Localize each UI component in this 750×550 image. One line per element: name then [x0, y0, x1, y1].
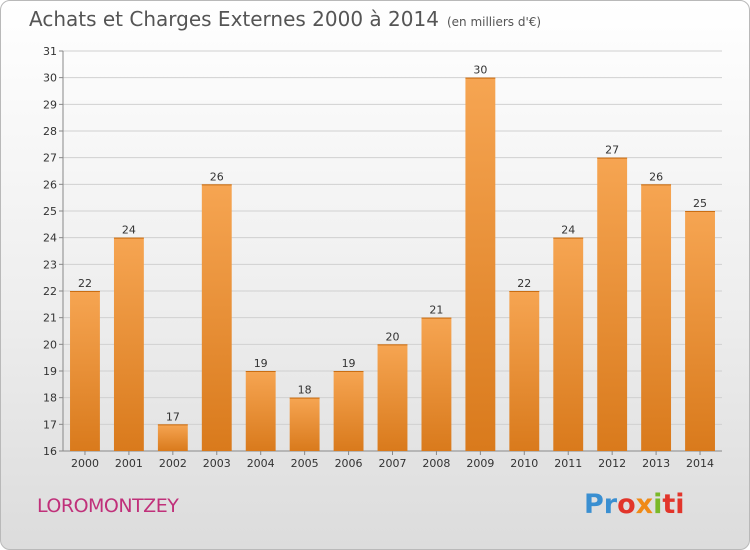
- chart-unit: (en milliers d'€): [446, 15, 542, 29]
- x-tick-label-2000: 2000: [71, 457, 99, 470]
- value-label-2005: 18: [298, 384, 312, 397]
- value-label-2006: 19: [342, 357, 356, 370]
- y-tick-label-26: 26: [43, 178, 57, 191]
- bar-2008: [421, 317, 452, 451]
- y-tick-label-19: 19: [43, 365, 57, 378]
- bar-2013: [641, 184, 672, 452]
- y-tick-label-23: 23: [43, 258, 57, 271]
- value-label-2004: 19: [254, 357, 268, 370]
- x-tick-label-2009: 2009: [466, 457, 494, 470]
- x-tick-label-2013: 2013: [642, 457, 670, 470]
- bar-2011: [553, 237, 584, 451]
- y-tick-label-30: 30: [43, 72, 57, 85]
- x-tick-label-2002: 2002: [159, 457, 187, 470]
- bar-2007: [377, 344, 408, 451]
- y-tick-label-16: 16: [43, 445, 57, 458]
- bar-2004: [245, 371, 276, 451]
- x-tick-label-2010: 2010: [510, 457, 538, 470]
- value-label-2012: 27: [605, 144, 619, 157]
- y-tick-label-24: 24: [43, 232, 57, 245]
- x-tick-label-2012: 2012: [598, 457, 626, 470]
- bar-2014: [685, 211, 715, 451]
- value-label-2014: 25: [693, 197, 707, 210]
- bar-2002: [157, 424, 188, 451]
- value-label-2009: 30: [473, 64, 487, 77]
- x-tick-label-2007: 2007: [379, 457, 407, 470]
- y-tick-label-21: 21: [43, 312, 57, 325]
- value-label-2011: 24: [561, 224, 575, 237]
- chart-title: Achats et Charges Externes 2000 à 2014 (e…: [29, 7, 541, 31]
- bar-2005: [289, 397, 320, 451]
- bar-2001: [113, 237, 144, 451]
- x-tick-label-2001: 2001: [115, 457, 143, 470]
- bar-2006: [333, 371, 364, 451]
- value-label-2010: 22: [517, 277, 531, 290]
- value-label-2002: 17: [166, 410, 180, 423]
- chart-title-text: Achats et Charges Externes 2000 à 2014: [29, 7, 439, 31]
- bar-2003: [201, 184, 232, 452]
- y-tick-label-20: 20: [43, 338, 57, 351]
- y-tick-label-18: 18: [43, 392, 57, 405]
- y-tick-label-31: 31: [43, 45, 57, 58]
- x-tick-label-2011: 2011: [554, 457, 582, 470]
- y-tick-label-17: 17: [43, 418, 57, 431]
- bar-2000: [70, 291, 100, 451]
- y-tick-label-25: 25: [43, 205, 57, 218]
- bar-2009: [465, 77, 496, 452]
- y-tick-label-22: 22: [43, 285, 57, 298]
- value-label-2001: 24: [122, 224, 136, 237]
- x-tick-label-2003: 2003: [203, 457, 231, 470]
- y-tick-label-28: 28: [43, 125, 57, 138]
- value-label-2000: 22: [78, 277, 92, 290]
- x-tick-label-2005: 2005: [291, 457, 319, 470]
- value-label-2013: 26: [649, 170, 663, 183]
- bar-2010: [509, 291, 540, 451]
- x-tick-label-2008: 2008: [422, 457, 450, 470]
- value-label-2003: 26: [210, 170, 224, 183]
- bar-2012: [597, 157, 628, 451]
- x-tick-label-2014: 2014: [686, 457, 714, 470]
- x-tick-label-2006: 2006: [335, 457, 363, 470]
- value-label-2008: 21: [429, 304, 443, 317]
- x-tick-label-2004: 2004: [247, 457, 275, 470]
- y-tick-label-27: 27: [43, 152, 57, 165]
- commune-name: LOROMONTZEY: [37, 495, 179, 517]
- value-label-2007: 20: [386, 330, 400, 343]
- y-tick-label-29: 29: [43, 98, 57, 111]
- proxiti-logo: Proxiti: [584, 489, 685, 520]
